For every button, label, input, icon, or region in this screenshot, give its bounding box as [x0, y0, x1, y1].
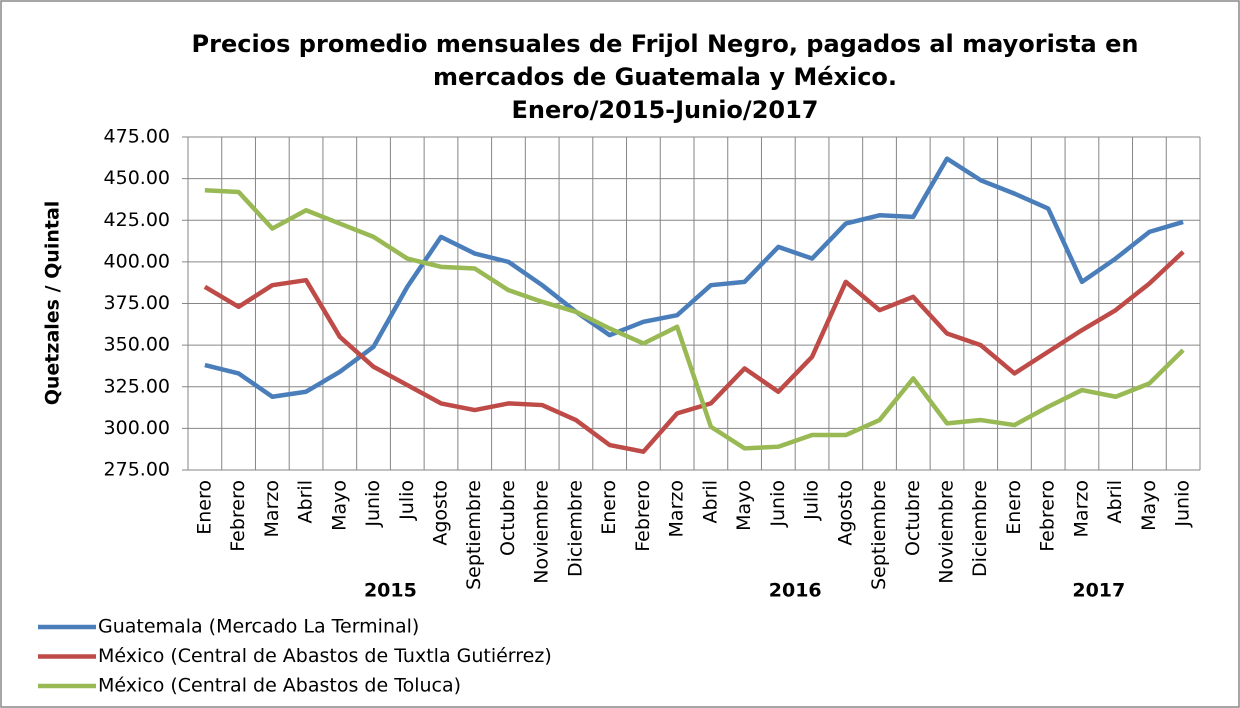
y-tick-label: 275.00 — [104, 459, 170, 481]
x-tick-label: Noviembre — [936, 480, 958, 584]
chart-title: Enero/2015-Junio/2017 — [512, 96, 819, 124]
year-label: 2017 — [1072, 580, 1125, 602]
x-tick-label: Junio — [767, 480, 789, 528]
x-tick-label: Agosto — [430, 480, 452, 546]
x-tick-label: Febrero — [1037, 480, 1059, 552]
x-tick-label: Enero — [1003, 480, 1025, 535]
x-tick-label: Abril — [1104, 480, 1126, 523]
x-tick-label: Mayo — [1138, 480, 1160, 531]
x-tick-label: Diciembre — [969, 480, 991, 577]
y-tick-label: 400.00 — [104, 250, 170, 272]
x-tick-label: Octubre — [902, 480, 924, 556]
x-tick-label: Marzo — [666, 480, 688, 537]
chart-title: mercados de Guatemala y México. — [433, 63, 897, 91]
series-line — [203, 250, 1185, 454]
x-tick-label: Marzo — [1070, 480, 1092, 537]
x-tick-label: Mayo — [328, 480, 350, 531]
x-tick-label: Noviembre — [531, 480, 553, 584]
y-tick-label: 325.00 — [104, 375, 170, 397]
y-tick-label: 475.00 — [104, 126, 170, 148]
x-tick-label: Marzo — [261, 480, 283, 537]
x-tick-label: Abril — [699, 480, 721, 523]
legend-label: México (Central de Abastos de Toluca) — [98, 675, 461, 697]
x-tick-label: Febrero — [632, 480, 654, 552]
legend-label: México (Central de Abastos de Tuxtla Gut… — [98, 645, 552, 667]
x-tick-label: Junio — [1172, 480, 1194, 528]
x-tick-label: Julio — [396, 480, 418, 521]
x-tick-label: Octubre — [497, 480, 519, 556]
series-line — [204, 188, 1185, 451]
x-tick-label: Mayo — [733, 480, 755, 531]
y-tick-label: 350.00 — [104, 334, 170, 356]
x-tick-label: Abril — [295, 480, 317, 523]
x-tick-label: Septiembre — [868, 480, 890, 590]
y-tick-label: 450.00 — [104, 167, 170, 189]
x-tick-label: Febrero — [227, 480, 249, 552]
x-tick-label: Enero — [598, 480, 620, 535]
series-line — [204, 156, 1184, 399]
x-tick-label: Diciembre — [564, 480, 586, 577]
chart-title: Precios promedio mensuales de Frijol Neg… — [192, 30, 1139, 58]
year-label: 2015 — [364, 580, 417, 602]
y-axis-title: Quetzales / Quintal — [42, 201, 64, 406]
x-tick-label: Junio — [362, 480, 384, 528]
x-tick-label: Julio — [801, 480, 823, 521]
year-label: 2016 — [769, 580, 822, 602]
y-tick-label: 425.00 — [104, 209, 170, 231]
y-tick-label: 375.00 — [104, 292, 170, 314]
x-tick-label: Enero — [193, 480, 215, 535]
x-tick-label: Agosto — [834, 480, 856, 546]
y-tick-label: 300.00 — [104, 417, 170, 439]
legend-label: Guatemala (Mercado La Terminal) — [98, 616, 419, 638]
x-tick-label: Septiembre — [463, 480, 485, 590]
